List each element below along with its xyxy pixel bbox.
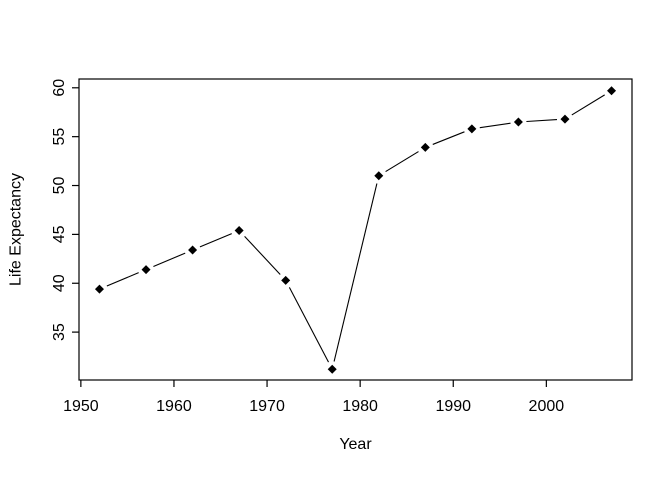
y-axis-tick-label: 35 [51, 323, 68, 341]
y-axis-tick-label: 50 [51, 177, 68, 195]
series-line-segment [526, 119, 558, 123]
chart-plot-area: 1950 1960 1970 1980 1990 2000 35 40 45 50 55 60 [51, 78, 633, 415]
x-axis-tick-label: 1960 [156, 398, 192, 415]
x-axis-label: Year [339, 436, 372, 453]
series-line-segment [288, 287, 330, 363]
data-point-marker [607, 86, 617, 96]
series-line-segment [153, 252, 186, 267]
y-axis-label: Life Expectancy [8, 173, 25, 286]
y-axis-tick-label: 60 [51, 79, 68, 97]
series-line-segment [479, 122, 511, 129]
series-line-segment [333, 183, 378, 362]
x-axis-tick-label: 1950 [63, 398, 99, 415]
data-point-marker [281, 275, 291, 285]
x-axis-tick-label: 1990 [435, 398, 471, 415]
plot-border [78, 78, 633, 381]
series-line-segment [571, 94, 605, 116]
series-line-segment [199, 233, 232, 248]
x-axis-tick-label: 1970 [249, 398, 285, 415]
series-line-segment [106, 272, 139, 287]
data-point-marker [560, 114, 570, 124]
data-point-marker [188, 245, 198, 255]
data-point-marker [420, 142, 430, 152]
data-point-marker [327, 364, 337, 374]
data-point-marker [234, 225, 244, 235]
data-point-marker [467, 124, 477, 134]
data-point-marker [374, 171, 384, 181]
series-line-segment [432, 131, 465, 145]
data-point-marker [513, 117, 523, 127]
x-axis-tick-label: 2000 [529, 398, 565, 415]
data-point-marker [141, 265, 151, 275]
series-line-segment [244, 235, 281, 275]
data-point-marker [94, 284, 104, 294]
series-line-segment [385, 151, 419, 173]
y-axis-tick-label: 45 [51, 225, 68, 243]
y-axis-tick-label: 55 [51, 128, 68, 146]
x-axis-tick-label: 1980 [342, 398, 378, 415]
y-axis-tick-label: 40 [51, 274, 68, 292]
